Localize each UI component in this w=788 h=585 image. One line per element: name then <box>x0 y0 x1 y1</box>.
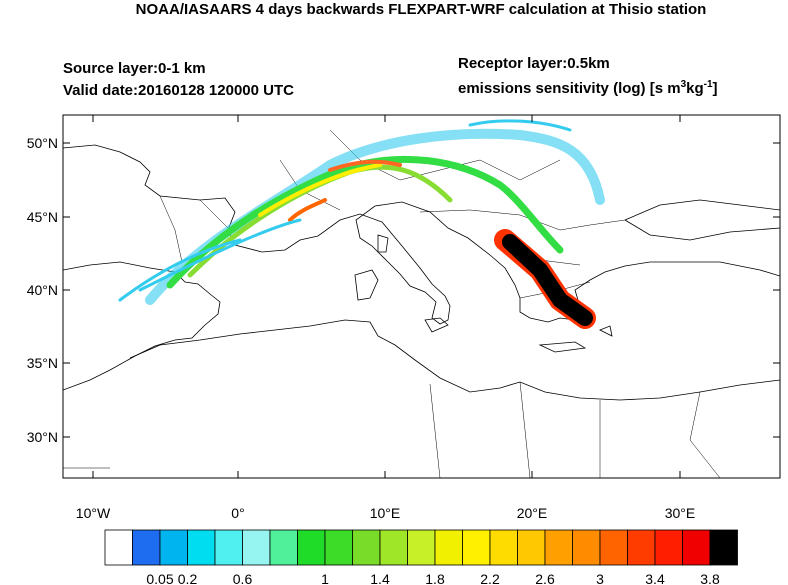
map-content <box>63 119 780 478</box>
colorbar-box <box>379 529 408 566</box>
lon-label: 10°W <box>76 505 111 521</box>
colorbar-label: 2.6 <box>535 571 555 585</box>
colorbar-box <box>132 529 161 566</box>
lon-label: 10°E <box>370 505 401 521</box>
map-frame <box>62 114 781 479</box>
colorbar-box <box>242 529 271 566</box>
colorbar-label: 1 <box>321 571 329 585</box>
colorbar-box <box>104 529 133 566</box>
colorbar-label: 0.6 <box>233 571 253 585</box>
plume <box>118 119 605 329</box>
colorbar-box <box>572 529 601 566</box>
coastline <box>624 199 780 241</box>
colorbar-label: 3.8 <box>700 571 720 585</box>
lat-label: 40°N <box>27 282 58 298</box>
units-text: emissions sensitivity (log) [s m <box>458 80 681 97</box>
source-layer: Source layer:0-1 km <box>63 60 206 77</box>
colorbar-label: 0.2 <box>178 571 198 585</box>
colorbar-box <box>159 529 188 566</box>
colorbar-box <box>709 529 738 566</box>
colorbar-box <box>187 529 216 566</box>
colorbar: 0.05 0.2 0.6 1 1.4 1.8 2.2 2.6 3 3.4 3.8 <box>104 529 738 585</box>
colorbar-box <box>407 529 436 566</box>
coastline <box>354 234 613 353</box>
receptor-layer: Receptor layer:0.5km <box>458 55 610 72</box>
colorbar-label: 1.4 <box>370 571 390 585</box>
map: 50°N 45°N 40°N 35°N 30°N 10°W 0° 10°E 20°E 30°E <box>27 114 781 521</box>
colorbar-box <box>352 529 381 566</box>
colorbar-label: 3.4 <box>645 571 665 585</box>
colorbar-label: 3 <box>596 571 604 585</box>
colorbar-box <box>297 529 326 566</box>
colorbar-box <box>489 529 518 566</box>
colorbar-label: 2.2 <box>480 571 500 585</box>
colorbar-box <box>627 529 656 566</box>
colorbar-box <box>682 529 711 566</box>
title: NOAA/IASAARS 4 days backwards FLEXPART-W… <box>136 1 707 18</box>
colorbar-box <box>462 529 491 566</box>
colorbar-box <box>544 529 573 566</box>
coastline <box>129 319 780 401</box>
border <box>63 129 721 478</box>
valid-date: Valid date:20160128 120000 UTC <box>63 82 294 99</box>
units-sup: 3 <box>681 79 687 90</box>
units-sup: -1 <box>704 79 713 90</box>
lon-label: 0° <box>231 505 244 521</box>
lat-label: 45°N <box>27 209 58 225</box>
coastline <box>63 261 221 391</box>
lat-label: 30°N <box>27 429 58 445</box>
colorbar-box <box>214 529 243 566</box>
units-label: emissions sensitivity (log) [s m3kg-1] <box>458 79 718 97</box>
lat-label: 35°N <box>27 355 58 371</box>
colorbar-label: 0.05 <box>146 571 173 585</box>
colorbar-box <box>434 529 463 566</box>
colorbar-box <box>654 529 683 566</box>
colorbar-box <box>324 529 353 566</box>
lon-label: 30°E <box>665 505 696 521</box>
colorbar-box <box>269 529 298 566</box>
colorbar-box <box>599 529 628 566</box>
lat-label: 50°N <box>27 135 58 151</box>
lon-label: 20°E <box>517 505 548 521</box>
coastline <box>63 144 780 325</box>
units-text: kg <box>686 80 704 97</box>
colorbar-label: 1.8 <box>425 571 445 585</box>
units-text: ] <box>713 80 718 97</box>
colorbar-box <box>517 529 546 566</box>
